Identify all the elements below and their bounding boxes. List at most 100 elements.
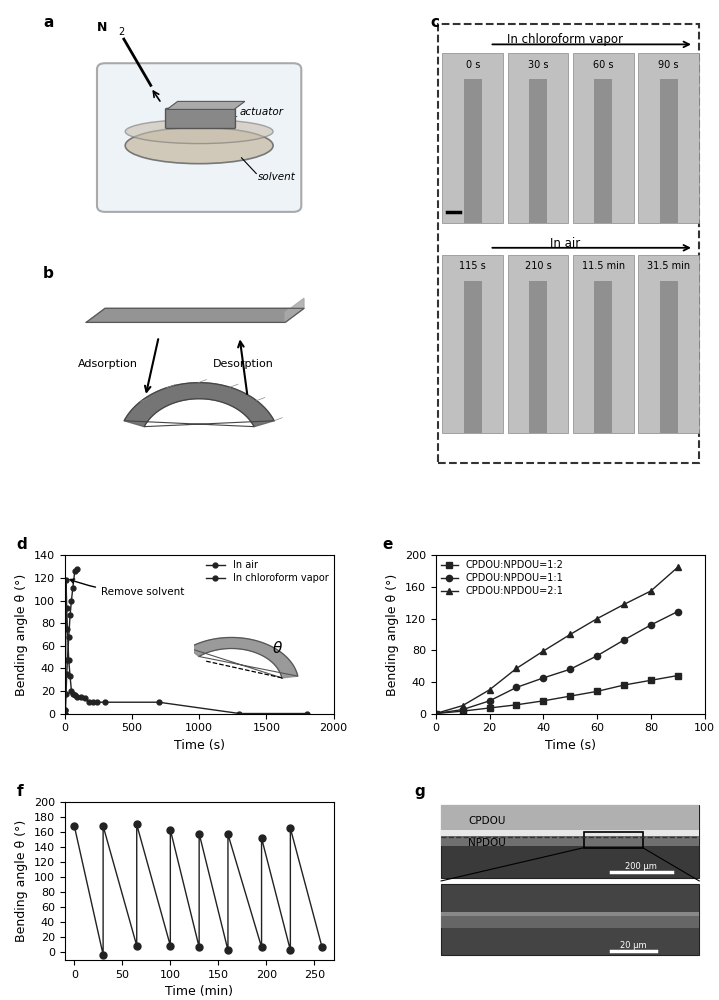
Text: solvent: solvent bbox=[258, 172, 296, 182]
In air bbox=[63, 623, 72, 635]
Bar bbox=[595, 281, 613, 433]
Text: d: d bbox=[17, 537, 27, 552]
In air bbox=[235, 708, 244, 720]
Text: 30 s: 30 s bbox=[528, 60, 549, 70]
CPDOU:NPDOU=1:1 bbox=[485, 695, 494, 707]
Text: b: b bbox=[43, 266, 54, 281]
Text: 200 μm: 200 μm bbox=[626, 862, 657, 871]
In air bbox=[88, 696, 97, 708]
In air bbox=[101, 696, 109, 708]
In air bbox=[62, 574, 70, 586]
Bar bbox=[464, 281, 482, 433]
Bar bbox=[441, 805, 700, 878]
Line: CPDOU:NPDOU=1:1: CPDOU:NPDOU=1:1 bbox=[433, 608, 681, 717]
Bar bbox=[573, 53, 633, 223]
Bar bbox=[584, 832, 643, 848]
CPDOU:NPDOU=2:1 bbox=[592, 613, 601, 625]
CPDOU:NPDOU=1:2 bbox=[592, 685, 601, 697]
Bar bbox=[441, 913, 700, 928]
CPDOU:NPDOU=1:1 bbox=[512, 681, 521, 693]
Line: CPDOU:NPDOU=2:1: CPDOU:NPDOU=2:1 bbox=[433, 564, 681, 717]
In air bbox=[85, 696, 93, 708]
Text: In chloroform vapor: In chloroform vapor bbox=[507, 33, 623, 46]
Ellipse shape bbox=[125, 128, 273, 164]
CPDOU:NPDOU=1:1 bbox=[646, 619, 655, 631]
Bar bbox=[659, 281, 678, 433]
CPDOU:NPDOU=1:1 bbox=[458, 704, 467, 716]
Legend: In air, In chloroform vapor: In air, In chloroform vapor bbox=[206, 560, 329, 583]
In chloroform vapor bbox=[70, 565, 79, 577]
CPDOU:NPDOU=2:1 bbox=[674, 561, 682, 573]
Text: 20 μm: 20 μm bbox=[620, 941, 646, 950]
Text: a: a bbox=[43, 15, 54, 30]
Text: N: N bbox=[97, 21, 107, 34]
CPDOU:NPDOU=1:1 bbox=[566, 663, 574, 675]
Bar bbox=[638, 255, 699, 433]
FancyBboxPatch shape bbox=[165, 108, 235, 129]
CPDOU:NPDOU=1:2 bbox=[566, 690, 574, 702]
CPDOU:NPDOU=1:2 bbox=[458, 705, 467, 717]
Text: f: f bbox=[17, 784, 23, 799]
Bar bbox=[441, 805, 700, 830]
Text: CPDOU: CPDOU bbox=[468, 816, 505, 826]
X-axis label: Time (s): Time (s) bbox=[545, 739, 595, 752]
Bar bbox=[529, 281, 547, 433]
Text: actuator: actuator bbox=[239, 107, 283, 117]
CPDOU:NPDOU=1:1 bbox=[431, 708, 440, 720]
Text: In air: In air bbox=[550, 237, 580, 250]
Bar bbox=[573, 255, 633, 433]
Bar bbox=[595, 79, 613, 223]
Text: 210 s: 210 s bbox=[525, 261, 551, 271]
CPDOU:NPDOU=2:1 bbox=[458, 700, 467, 712]
In chloroform vapor bbox=[61, 704, 70, 716]
In air bbox=[70, 689, 79, 701]
Bar bbox=[441, 912, 700, 916]
In chloroform vapor bbox=[65, 609, 74, 621]
Bar bbox=[441, 830, 700, 837]
Text: Adsorption: Adsorption bbox=[78, 359, 138, 369]
In air bbox=[65, 654, 73, 666]
Bar bbox=[442, 255, 503, 433]
Bar bbox=[441, 836, 700, 846]
Text: 0 s: 0 s bbox=[465, 60, 480, 70]
Bar bbox=[638, 53, 699, 223]
In air bbox=[93, 696, 101, 708]
CPDOU:NPDOU=1:2 bbox=[512, 699, 521, 711]
In air bbox=[81, 692, 89, 704]
In air bbox=[61, 704, 70, 716]
Ellipse shape bbox=[125, 119, 273, 144]
CPDOU:NPDOU=2:1 bbox=[539, 645, 548, 657]
Bar bbox=[659, 79, 678, 223]
Polygon shape bbox=[124, 383, 274, 427]
Bar bbox=[441, 884, 700, 955]
CPDOU:NPDOU=1:2 bbox=[620, 679, 628, 691]
In air bbox=[73, 691, 81, 703]
Line: In air: In air bbox=[63, 578, 309, 716]
In chloroform vapor bbox=[60, 708, 69, 720]
Text: 2: 2 bbox=[119, 27, 124, 37]
CPDOU:NPDOU=1:1 bbox=[539, 672, 548, 684]
Bar bbox=[529, 79, 547, 223]
CPDOU:NPDOU=2:1 bbox=[431, 708, 440, 720]
CPDOU:NPDOU=2:1 bbox=[485, 684, 494, 696]
In air bbox=[63, 602, 71, 614]
Text: 90 s: 90 s bbox=[659, 60, 679, 70]
Line: CPDOU:NPDOU=1:2: CPDOU:NPDOU=1:2 bbox=[433, 672, 681, 717]
CPDOU:NPDOU=2:1 bbox=[620, 598, 628, 610]
CPDOU:NPDOU=2:1 bbox=[566, 628, 574, 640]
In air bbox=[60, 708, 69, 720]
Text: 60 s: 60 s bbox=[593, 60, 613, 70]
In air bbox=[68, 688, 77, 700]
Text: e: e bbox=[382, 537, 393, 552]
In chloroform vapor bbox=[63, 654, 72, 666]
Bar bbox=[464, 79, 482, 223]
X-axis label: Time (s): Time (s) bbox=[174, 739, 224, 752]
Polygon shape bbox=[167, 101, 245, 109]
CPDOU:NPDOU=1:2 bbox=[485, 702, 494, 714]
Text: Desorption: Desorption bbox=[213, 359, 273, 369]
Polygon shape bbox=[285, 298, 304, 322]
Text: 115 s: 115 s bbox=[459, 261, 486, 271]
CPDOU:NPDOU=1:1 bbox=[620, 634, 628, 646]
Text: c: c bbox=[431, 15, 439, 30]
Bar bbox=[508, 255, 568, 433]
